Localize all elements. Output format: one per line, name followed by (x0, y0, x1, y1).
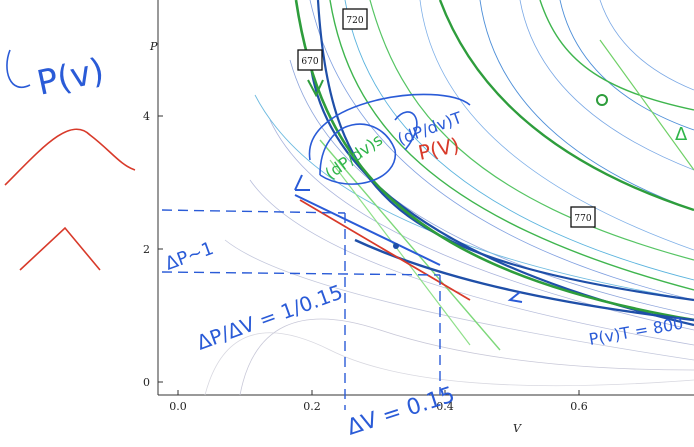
isotherm-label-670: 670 (301, 57, 318, 67)
plot-frame (157, 0, 694, 396)
isotherm-family-cyan (254, 0, 694, 301)
annotation-ratio: ΔP/ΔV = 1/0.15 (194, 280, 346, 355)
annotation-p-of-v-t: P(v)T = 800 (587, 314, 684, 349)
y-axis-label: P (149, 40, 158, 53)
bell-sketch (4, 128, 136, 186)
construction-lines (161, 209, 441, 410)
y-tick-label: 0 (143, 376, 150, 389)
isotherm-labels: 670 720 770 (297, 8, 596, 228)
x-tick-label: 0.6 (570, 400, 588, 413)
peak-sketch (19, 226, 101, 271)
x-tick-label: 0.4 (436, 400, 454, 413)
annotation-delta-v: ΔV = 0.15 (344, 382, 458, 440)
x-ticks: 0.0 0.2 0.4 0.6 (169, 390, 588, 413)
ink-tangent (294, 174, 694, 322)
green-markers (307, 79, 608, 249)
annotation-delta-right: Δ (675, 124, 688, 145)
y-tick-label: 2 (143, 243, 150, 256)
isotherm-label-770: 770 (574, 214, 591, 224)
x-tick-label: 0.0 (169, 400, 187, 413)
annotation-p-of-v-left: P(v) (34, 51, 108, 104)
isotherm-670-720 (308, 0, 694, 327)
y-ticks: 0 2 4 (143, 110, 163, 389)
ink-red-tangent (299, 199, 471, 301)
x-tick-label: 0.2 (303, 400, 321, 413)
y-tick-label: 4 (143, 110, 150, 123)
x-axis-label: V (513, 422, 522, 435)
ink-loops (6, 49, 471, 185)
left-sketches (4, 128, 136, 271)
annotation-delta-p: ΔP~1 (163, 238, 217, 275)
isotherm-label-720: 720 (346, 16, 363, 26)
isotherm-family-light (204, 0, 694, 396)
